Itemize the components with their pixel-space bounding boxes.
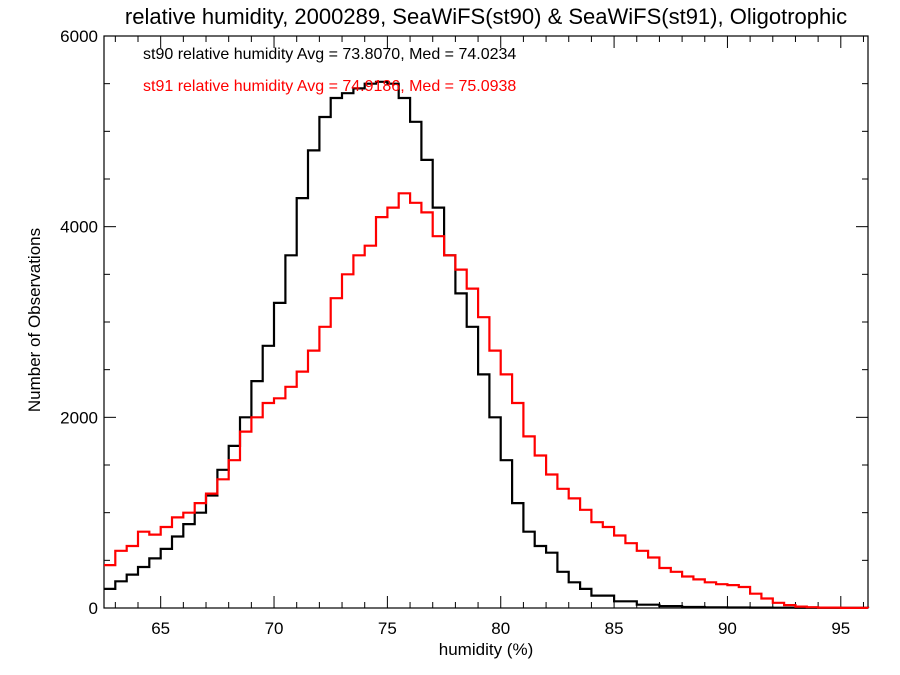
x-tick-label: 70 — [265, 619, 284, 638]
y-axis-label: Number of Observations — [25, 228, 44, 412]
y-tick-label: 2000 — [60, 408, 98, 427]
axis-ticks — [104, 35, 868, 609]
tick-labels: 65 70 75 80 85 90 95 0 2000 4000 6000 — [60, 27, 850, 638]
y-tick-label: 6000 — [60, 27, 98, 46]
y-tick-label: 0 — [89, 599, 98, 618]
x-tick-label: 75 — [378, 619, 397, 638]
legend-entry-st91: st91 relative humidity Avg = 74.9186, Me… — [143, 78, 516, 95]
y-tick-label: 4000 — [60, 218, 98, 237]
x-tick-label: 85 — [605, 619, 624, 638]
series-st91-line — [104, 192, 870, 609]
chart-title: relative humidity, 2000289, SeaWiFS(st90… — [125, 4, 847, 29]
series-st90-line — [104, 80, 870, 609]
x-tick-label: 65 — [151, 619, 170, 638]
plot-frame — [103, 35, 869, 609]
x-tick-label: 95 — [831, 619, 850, 638]
x-tick-label: 90 — [718, 619, 737, 638]
legend-entry-st90: st90 relative humidity Avg = 73.8070, Me… — [143, 46, 516, 63]
x-tick-label: 80 — [491, 619, 510, 638]
x-axis-label: humidity (%) — [439, 640, 533, 659]
series-lines — [104, 80, 870, 609]
